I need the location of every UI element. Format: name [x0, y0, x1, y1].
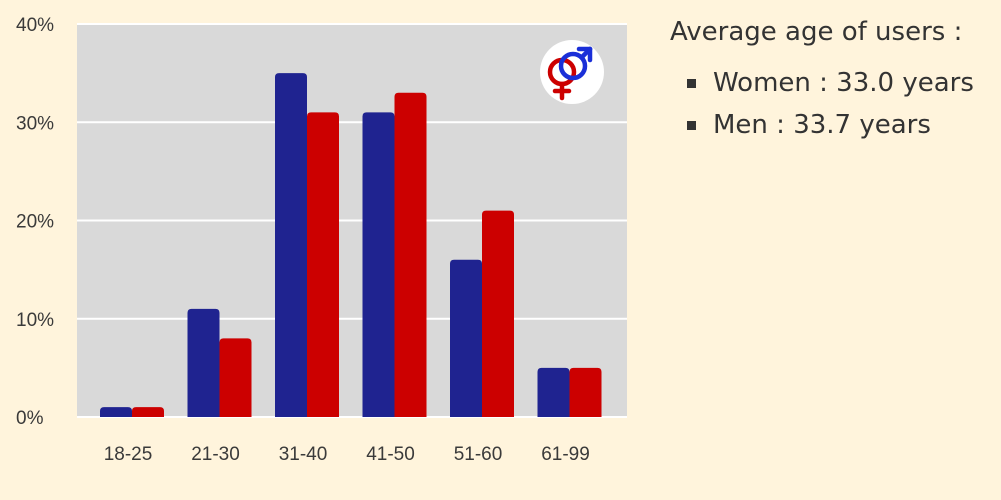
y-tick-label: 0%	[16, 408, 44, 429]
square-bullet-icon	[687, 78, 696, 88]
bar-series-1-51-60	[450, 259, 482, 417]
bar-series-1-31-40	[275, 73, 307, 417]
gridlines	[77, 23, 627, 418]
bar-series-2-61-99	[569, 367, 602, 417]
legend-title: Average age of users :	[670, 17, 963, 47]
legend-item-label: Women : 33.0 years	[713, 68, 974, 98]
bar-series-2-41-50	[394, 92, 427, 418]
square-bullet-icon	[687, 120, 696, 130]
gender-symbols-icon	[540, 40, 604, 104]
legend-item-women: Women : 33.0 years	[670, 62, 990, 104]
y-tick-label: 30%	[16, 113, 54, 134]
x-tick-label: 41-50	[366, 444, 415, 465]
bar-series-2-51-60	[482, 210, 514, 417]
bar-series-2-31-40	[307, 112, 339, 418]
x-tick-label: 61-99	[541, 444, 590, 465]
x-tick-label: 51-60	[454, 444, 503, 465]
bar-series-1-18-25	[100, 407, 132, 417]
bar-chart: 0% 10% 20% 30% 40% 18-25 21-30 31-40 41-50 51-60…	[16, 15, 627, 465]
y-tick-label: 40%	[16, 15, 54, 36]
bar-series-2-21-30	[219, 338, 252, 417]
x-axis-tick-labels: 18-25 21-30 31-40 41-50 51-60 61-99	[104, 444, 590, 465]
bar-series-1-21-30	[187, 308, 220, 417]
legend-item-label: Men : 33.7 years	[713, 110, 931, 140]
y-tick-label: 20%	[16, 212, 54, 233]
average-age-legend: Average age of users : Women : 33.0 year…	[670, 14, 990, 146]
bar-series-2-18-25	[132, 407, 164, 417]
bar-series-1-41-50	[362, 112, 395, 418]
y-axis-tick-labels: 0% 10% 20% 30% 40%	[16, 15, 54, 429]
x-tick-label: 21-30	[191, 444, 240, 465]
x-tick-label: 18-25	[104, 444, 153, 465]
y-tick-label: 10%	[16, 310, 54, 331]
bar-series-1-61-99	[537, 367, 570, 417]
bars	[100, 73, 602, 418]
legend-list: Women : 33.0 years Men : 33.7 years	[670, 62, 990, 146]
legend-item-men: Men : 33.7 years	[670, 104, 990, 146]
x-tick-label: 31-40	[279, 444, 328, 465]
